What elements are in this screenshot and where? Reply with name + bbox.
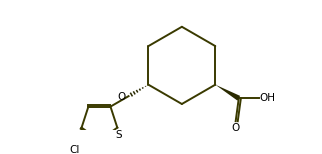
Text: S: S (115, 130, 122, 140)
Text: O: O (232, 123, 240, 133)
Text: OH: OH (260, 93, 276, 103)
Text: Cl: Cl (69, 145, 80, 154)
Text: O: O (118, 92, 126, 102)
Polygon shape (215, 85, 240, 101)
